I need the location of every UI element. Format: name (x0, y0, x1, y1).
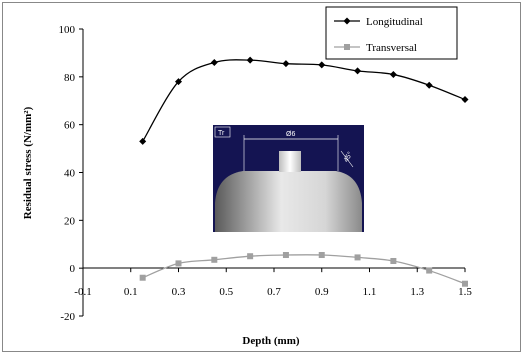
inset-dimension-label: Ø6 (286, 131, 295, 138)
data-point-longitudinal (354, 67, 362, 75)
data-point-longitudinal (246, 56, 254, 64)
legend-marker-transversal (344, 44, 350, 50)
x-tick-label: 1.1 (363, 286, 377, 298)
y-axis-title: Residual stress (N/mm²) (22, 106, 34, 219)
x-tick-label: 0.1 (124, 286, 138, 298)
data-point-transversal (462, 280, 468, 287)
y-tick-label: 20 (64, 215, 76, 227)
y-tick-label: -20 (60, 311, 75, 323)
x-tick-label: 1.5 (458, 286, 472, 298)
y-tick-label: 60 (64, 120, 76, 132)
y-tick-label: 0 (70, 263, 76, 275)
series-layer (139, 56, 469, 287)
legend-label-transversal: Transversal (366, 42, 417, 54)
data-point-longitudinal (318, 61, 326, 69)
x-tick-label: 0.3 (172, 286, 186, 298)
x-ticks: -0.1 0.1 0.3 0.5 0.7 0.9 1.1 1.3 1.5 (74, 268, 472, 298)
series-line-longitudinal (142, 59, 466, 142)
inset-part-body (215, 171, 362, 232)
x-tick-label: -0.1 (74, 286, 91, 298)
inset-angle-line (340, 150, 354, 168)
y-ticks: -20 0 20 40 60 80 100 (59, 24, 83, 323)
legend-box (325, 6, 458, 60)
x-tick-label: 1.3 (410, 286, 424, 298)
series-transversal (139, 252, 468, 287)
data-point-longitudinal (461, 96, 469, 104)
legend-label-longitudinal: Longitudinal (366, 16, 423, 28)
data-point-transversal (175, 260, 182, 267)
x-tick-label: 0.7 (267, 286, 281, 298)
data-point-transversal (354, 254, 361, 261)
series-line-transversal (142, 254, 466, 285)
data-point-longitudinal (389, 70, 397, 78)
data-point-longitudinal (425, 81, 433, 89)
data-point-transversal (139, 274, 146, 281)
data-point-transversal (426, 267, 433, 274)
legend-marker-longitudinal (343, 17, 351, 25)
data-point-longitudinal (282, 60, 290, 68)
x-tick-label: 0.9 (315, 286, 329, 298)
inset-part-pin (279, 151, 301, 172)
y-tick-label: 40 (64, 168, 76, 180)
data-point-transversal (282, 252, 289, 259)
data-point-transversal (318, 252, 325, 259)
inset-corner-label: Tr (218, 130, 225, 137)
y-tick-label: 100 (59, 24, 76, 36)
inset-image: Tr Ø6 45° (213, 125, 364, 232)
series-longitudinal (139, 56, 469, 145)
y-tick-label: 80 (64, 72, 76, 84)
data-point-longitudinal (139, 137, 147, 145)
data-point-longitudinal (175, 78, 182, 86)
data-point-longitudinal (210, 58, 218, 66)
legend: Longitudinal Transversal (325, 6, 458, 60)
x-tick-label: 0.5 (219, 286, 233, 298)
chart-frame: Depth (mm) Residual stress (N/mm²) -20 0 2… (2, 2, 521, 352)
inset-corner-box (214, 126, 231, 138)
data-point-transversal (390, 257, 397, 264)
data-point-transversal (247, 253, 254, 260)
data-point-transversal (211, 256, 218, 263)
x-axis-title: Depth (mm) (242, 335, 299, 347)
chart: Depth (mm) Residual stress (N/mm²) -20 0 2… (22, 6, 472, 347)
